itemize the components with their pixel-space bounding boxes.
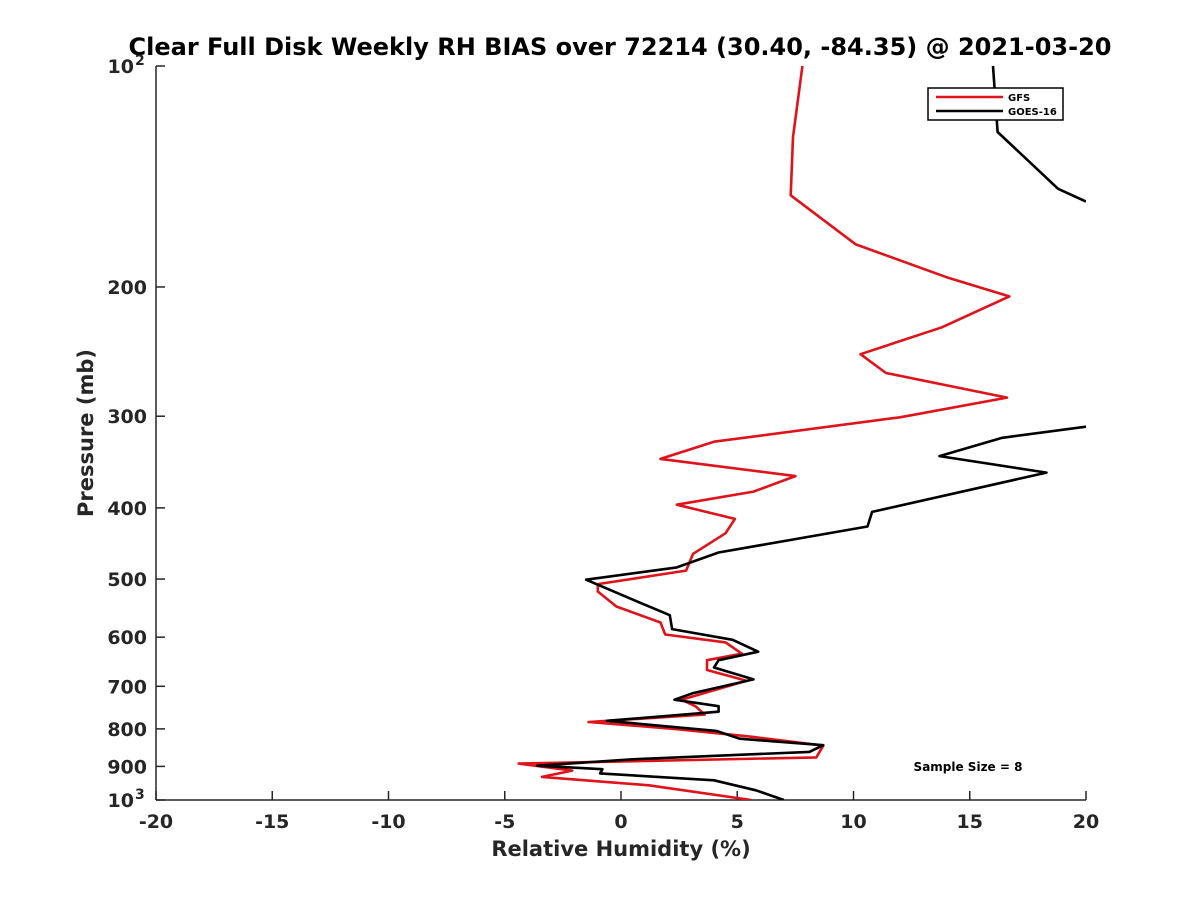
legend: GFS GOES-16 xyxy=(927,87,1064,121)
x-tick-label: 10 xyxy=(840,811,866,833)
legend-label-goes16: GOES-16 xyxy=(1008,107,1057,118)
x-tick-label: -20 xyxy=(139,811,173,833)
x-tick-label: 15 xyxy=(957,811,983,833)
y-tick-label: 900 xyxy=(107,756,147,778)
y-tick-label: 500 xyxy=(107,569,147,591)
y-tick-label: 400 xyxy=(107,498,147,520)
y-tick-label: 10 xyxy=(108,790,134,812)
y-tick-exponent: 2 xyxy=(135,53,145,69)
sample-size-annotation: Sample Size = 8 xyxy=(914,760,1023,774)
x-tick-label: 5 xyxy=(731,811,744,833)
y-tick-label: 800 xyxy=(107,719,147,741)
y-tick-label: 200 xyxy=(107,277,147,299)
y-tick-label: 600 xyxy=(107,627,147,649)
series-line-goes16 xyxy=(536,65,1086,800)
x-tick-label: 0 xyxy=(614,811,627,833)
x-tick-label: -10 xyxy=(371,811,405,833)
y-tick-label: 10 xyxy=(108,56,134,78)
legend-label-gfs: GFS xyxy=(1008,93,1030,104)
y-tick-exponent: 3 xyxy=(135,787,145,803)
y-tick-label: 300 xyxy=(107,406,147,428)
x-tick-label: 20 xyxy=(1073,811,1099,833)
y-tick-label: 700 xyxy=(107,676,147,698)
chart-title: Clear Full Disk Weekly RH BIAS over 7221… xyxy=(129,33,1112,61)
series-layer xyxy=(517,65,1086,800)
series-line-gfs xyxy=(517,65,1011,800)
x-tick-label: -5 xyxy=(494,811,515,833)
x-tick-label: -15 xyxy=(255,811,289,833)
x-axis-label: Relative Humidity (%) xyxy=(491,837,750,861)
y-axis-label: Pressure (mb) xyxy=(74,349,98,517)
legend-box xyxy=(927,87,1064,121)
